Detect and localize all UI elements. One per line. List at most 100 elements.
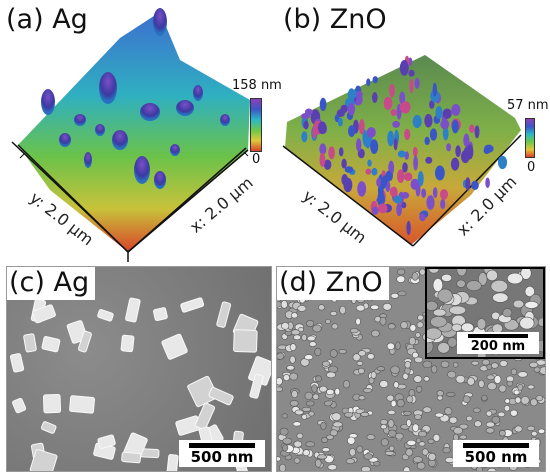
- zno-grain: [478, 379, 485, 388]
- scalebar-d: 500 nm: [453, 440, 539, 467]
- silver-particle: [161, 333, 188, 360]
- zno-grain: [502, 308, 513, 318]
- zno-grain: [459, 434, 468, 440]
- zno-grain: [360, 411, 370, 417]
- zno-grain: [416, 461, 426, 470]
- zno-grain: [466, 415, 473, 422]
- zno-grain: [423, 376, 430, 382]
- zno-grain: [471, 360, 479, 366]
- zno-grain: [343, 380, 351, 389]
- panel-b-afm-zno: (b) ZnO y: 2.0 μm x: 2.0 μm 57 nm 0: [275, 0, 550, 262]
- scalebar-text-d: 500 nm: [464, 448, 528, 466]
- afm-peak: [419, 213, 426, 222]
- zno-grain: [446, 391, 456, 397]
- zno-grain: [338, 349, 347, 354]
- sem-inset-zno: 200 nm: [425, 267, 545, 359]
- zno-grain: [316, 454, 328, 460]
- afm-peak: [469, 124, 475, 133]
- zno-grain: [277, 456, 281, 462]
- zno-grain: [476, 466, 483, 471]
- zno-grain: [485, 421, 495, 428]
- zno-grain: [462, 395, 471, 403]
- afm-peak: [390, 109, 397, 116]
- zno-grain: [432, 433, 441, 442]
- afm-peak: [404, 128, 411, 141]
- zno-grain: [477, 272, 488, 286]
- afm-peak: [303, 120, 309, 130]
- afm-peak: [399, 91, 406, 105]
- zno-grain: [379, 380, 389, 388]
- zno-grain: [277, 386, 283, 392]
- afm-peak: [409, 78, 414, 94]
- zno-grain: [421, 448, 429, 456]
- zno-grain: [279, 463, 287, 471]
- zno-grain: [281, 322, 290, 330]
- zno-grain: [284, 330, 293, 336]
- afm-peak: [484, 144, 494, 153]
- zno-grain: [318, 304, 325, 311]
- zno-grain: [411, 272, 419, 281]
- afm-peak: [432, 82, 437, 97]
- afm-peak: [399, 102, 410, 113]
- zno-grain: [513, 389, 520, 396]
- zno-grain: [409, 324, 417, 332]
- zno-grain: [514, 425, 523, 433]
- afm-peak: [358, 119, 365, 135]
- zno-grain: [520, 396, 530, 405]
- zno-grain: [324, 400, 332, 407]
- afm-peak: [460, 150, 470, 164]
- colorbar-max-b: 57 nm: [507, 98, 549, 113]
- zno-grain: [327, 464, 338, 471]
- afm-peak: [328, 146, 335, 160]
- zno-grain: [293, 334, 301, 341]
- zno-grain: [308, 341, 317, 347]
- afm-peak: [344, 166, 354, 173]
- zno-grain: [497, 411, 506, 417]
- zno-grain: [370, 304, 380, 310]
- afm-peak: [435, 165, 445, 181]
- afm-surface-zno: [282, 55, 522, 247]
- afm-peak: [415, 182, 421, 197]
- zno-grain: [376, 366, 386, 372]
- zno-grain: [352, 353, 361, 362]
- zno-grain: [485, 427, 495, 434]
- afm-peak: [356, 138, 362, 152]
- zno-grain: [326, 371, 336, 379]
- zno-grain: [386, 342, 395, 351]
- zno-grain: [455, 374, 466, 384]
- zno-grain: [486, 269, 498, 282]
- zno-grain: [447, 370, 457, 379]
- zno-grain: [413, 375, 423, 383]
- zno-grain: [361, 466, 371, 471]
- zno-grain: [387, 419, 395, 428]
- afm-peak: [455, 145, 461, 158]
- zno-grain: [388, 445, 395, 452]
- zno-grain: [363, 453, 373, 460]
- zno-grain: [432, 278, 444, 292]
- zno-grain: [456, 269, 467, 277]
- zno-grain: [387, 409, 396, 415]
- zno-grain: [379, 316, 387, 326]
- zno-grain: [492, 292, 509, 303]
- afm-peak: [412, 146, 418, 157]
- zno-grain: [301, 413, 308, 420]
- zno-grain: [395, 341, 401, 351]
- zno-grain: [487, 467, 497, 471]
- zno-grain: [476, 318, 487, 330]
- zno-grain: [282, 444, 289, 452]
- zno-grain: [427, 300, 438, 311]
- silver-particle: [120, 334, 135, 353]
- zno-grain: [339, 305, 347, 315]
- zno-grain: [428, 269, 440, 274]
- afm-peak: [474, 125, 480, 139]
- zno-grain: [415, 385, 423, 393]
- zno-grain: [533, 366, 541, 373]
- zno-grain: [514, 396, 522, 404]
- afm-peak: [413, 155, 418, 171]
- zno-grain: [415, 332, 421, 338]
- zno-grain: [393, 381, 399, 389]
- zno-grain: [367, 353, 375, 360]
- afm-peak: [319, 143, 327, 155]
- zno-grain: [355, 408, 364, 415]
- afm-peak: [347, 88, 356, 102]
